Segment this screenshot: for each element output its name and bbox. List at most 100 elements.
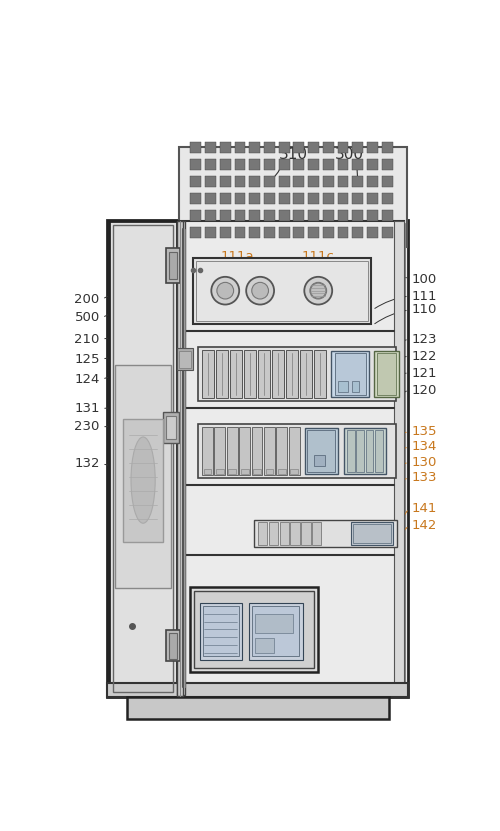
- Text: 230: 230: [74, 420, 100, 434]
- Bar: [252, 427, 262, 475]
- Bar: [108, 683, 408, 697]
- Bar: [250, 176, 260, 187]
- Bar: [382, 142, 392, 153]
- Bar: [264, 176, 275, 187]
- Bar: [367, 176, 378, 187]
- Bar: [286, 350, 298, 398]
- Bar: [216, 470, 224, 474]
- Bar: [294, 176, 304, 187]
- Bar: [338, 142, 348, 153]
- Bar: [351, 523, 394, 545]
- Text: 135: 135: [411, 425, 437, 438]
- Bar: [196, 262, 368, 321]
- Bar: [244, 350, 256, 398]
- Bar: [352, 210, 363, 220]
- Bar: [352, 142, 363, 153]
- Bar: [250, 142, 260, 153]
- Bar: [289, 427, 300, 475]
- Bar: [367, 159, 378, 170]
- Bar: [250, 193, 260, 204]
- Bar: [278, 142, 289, 153]
- Ellipse shape: [131, 437, 155, 524]
- Bar: [375, 430, 382, 472]
- Bar: [220, 210, 230, 220]
- Bar: [205, 176, 216, 187]
- Bar: [338, 159, 348, 170]
- Bar: [352, 159, 363, 170]
- Bar: [205, 227, 216, 238]
- Text: 131: 131: [74, 402, 100, 415]
- Bar: [190, 176, 201, 187]
- Bar: [308, 210, 319, 220]
- Text: 121: 121: [411, 366, 437, 380]
- Bar: [220, 193, 230, 204]
- Bar: [177, 221, 184, 696]
- Circle shape: [252, 283, 268, 299]
- Bar: [352, 193, 363, 204]
- Bar: [323, 227, 334, 238]
- Bar: [356, 430, 364, 472]
- Bar: [234, 176, 246, 187]
- Bar: [254, 638, 274, 653]
- Bar: [352, 227, 363, 238]
- Text: 111: 111: [411, 289, 437, 302]
- Bar: [234, 193, 246, 204]
- Bar: [115, 365, 171, 588]
- Bar: [352, 381, 360, 391]
- Bar: [123, 419, 163, 542]
- Bar: [216, 350, 228, 398]
- Text: 133: 133: [411, 471, 437, 484]
- Bar: [264, 210, 275, 220]
- Bar: [338, 210, 348, 220]
- Text: 210: 210: [74, 332, 100, 346]
- Bar: [127, 697, 389, 719]
- Bar: [200, 602, 242, 661]
- Bar: [192, 258, 371, 324]
- Bar: [190, 227, 201, 238]
- Bar: [334, 353, 366, 395]
- Bar: [353, 524, 391, 543]
- Bar: [214, 427, 225, 475]
- Bar: [308, 227, 319, 238]
- Bar: [190, 159, 201, 170]
- Bar: [194, 591, 314, 668]
- Bar: [163, 412, 179, 443]
- Bar: [254, 614, 294, 633]
- Bar: [268, 523, 278, 545]
- Bar: [248, 602, 303, 661]
- Bar: [228, 470, 236, 474]
- Text: 123: 123: [411, 332, 437, 346]
- Bar: [202, 350, 214, 398]
- Circle shape: [246, 277, 274, 304]
- Text: 122: 122: [411, 350, 437, 362]
- Bar: [278, 193, 289, 204]
- Bar: [377, 353, 396, 395]
- Bar: [278, 159, 289, 170]
- Bar: [264, 159, 275, 170]
- Bar: [203, 607, 239, 656]
- Text: 111a: 111a: [220, 249, 254, 263]
- Bar: [205, 210, 216, 220]
- Bar: [264, 427, 275, 475]
- Bar: [278, 470, 285, 474]
- Bar: [264, 142, 275, 153]
- Text: 124: 124: [74, 373, 100, 386]
- Bar: [220, 176, 230, 187]
- Bar: [382, 176, 392, 187]
- Text: 111c: 111c: [302, 249, 334, 263]
- Text: 125: 125: [74, 352, 100, 366]
- Bar: [250, 227, 260, 238]
- Text: 134: 134: [411, 440, 436, 454]
- Bar: [338, 176, 348, 187]
- Bar: [308, 142, 319, 153]
- Bar: [190, 142, 201, 153]
- Bar: [294, 227, 304, 238]
- Bar: [234, 159, 246, 170]
- Bar: [367, 142, 378, 153]
- Bar: [179, 147, 408, 247]
- Bar: [382, 227, 392, 238]
- Bar: [241, 470, 248, 474]
- Bar: [109, 221, 177, 696]
- Bar: [300, 350, 312, 398]
- Bar: [338, 381, 348, 391]
